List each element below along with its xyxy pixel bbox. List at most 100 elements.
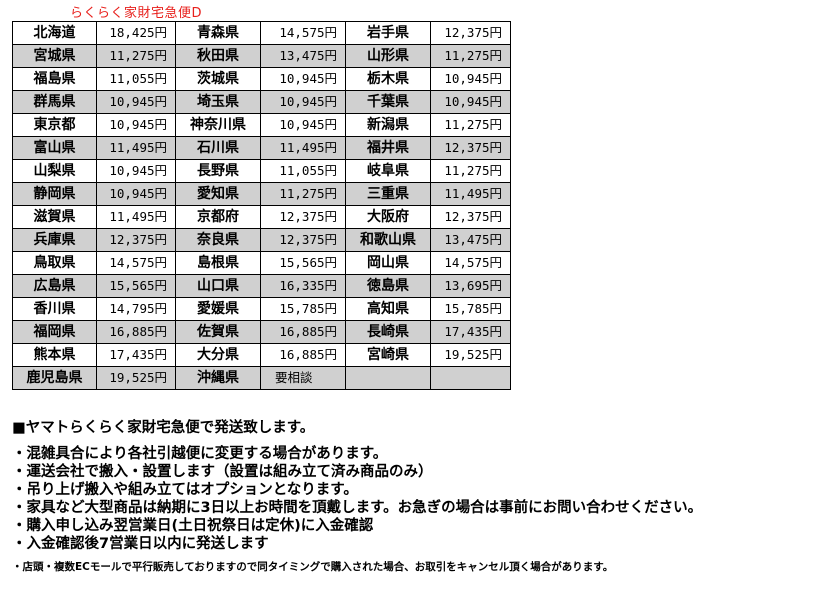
table-row: 福島県 11,055円 茨城県 10,945円 栃木県 10,945円 — [12, 67, 511, 91]
prefecture-cell: 茨城県 — [175, 67, 261, 91]
price-cell: 17,435円 — [430, 320, 511, 344]
prefecture-cell: 滋賀県 — [12, 205, 97, 229]
price-cell: 11,275円 — [430, 44, 511, 68]
table-row: 熊本県 17,435円 大分県 16,885円 宮崎県 19,525円 — [12, 343, 511, 367]
price-cell: 12,375円 — [96, 228, 176, 252]
note-bullet: ・購入申し込み翌営業日(土日祝祭日は定休)に入金確認 — [12, 518, 374, 534]
prefecture-cell: 岡山県 — [345, 251, 431, 275]
prefecture-cell: 京都府 — [175, 205, 261, 229]
table-row: 滋賀県 11,495円 京都府 12,375円 大阪府 12,375円 — [12, 205, 511, 229]
price-cell: 要相談 — [260, 366, 346, 390]
prefecture-cell: 福井県 — [345, 136, 431, 160]
price-cell: 10,945円 — [430, 90, 511, 114]
prefecture-cell: 山形県 — [345, 44, 431, 68]
table-row: 富山県 11,495円 石川県 11,495円 福井県 12,375円 — [12, 136, 511, 160]
prefecture-cell: 青森県 — [175, 21, 261, 45]
prefecture-cell: 長野県 — [175, 159, 261, 183]
price-cell: 14,575円 — [96, 251, 176, 275]
price-cell: 11,495円 — [96, 136, 176, 160]
shipping-notes: ■ヤマトらくらく家財宅急便で発送致します。 ・混雑具合により各社引越便に変更する… — [12, 416, 702, 574]
note-bullet: ・混雑具合により各社引越便に変更する場合があります。 — [12, 446, 388, 462]
prefecture-cell: 福島県 — [12, 67, 97, 91]
price-cell: 13,695円 — [430, 274, 511, 298]
note-bullet: ・入金確認後7営業日以内に発送します — [12, 536, 269, 552]
price-cell: 11,055円 — [260, 159, 346, 183]
prefecture-cell: 和歌山県 — [345, 228, 431, 252]
price-cell: 12,375円 — [430, 205, 511, 229]
price-cell: 12,375円 — [260, 205, 346, 229]
table-row: 鳥取県 14,575円 島根県 15,565円 岡山県 14,575円 — [12, 251, 511, 275]
prefecture-cell: 千葉県 — [345, 90, 431, 114]
note-bullet: ・家具など大型商品は納期に3日以上お時間を頂戴します。お急ぎの場合は事前にお問い… — [12, 500, 703, 516]
price-cell: 11,275円 — [430, 113, 511, 137]
table-row: 鹿児島県 19,525円 沖縄県 要相談 — [12, 366, 511, 390]
prefecture-cell: 佐賀県 — [175, 320, 261, 344]
price-cell: 11,495円 — [430, 182, 511, 206]
prefecture-cell: 北海道 — [12, 21, 97, 45]
price-cell: 15,785円 — [430, 297, 511, 321]
price-cell: 10,945円 — [96, 113, 176, 137]
price-cell: 16,335円 — [260, 274, 346, 298]
price-cell — [430, 366, 511, 390]
price-cell: 11,495円 — [260, 136, 346, 160]
prefecture-cell: 山口県 — [175, 274, 261, 298]
price-cell: 11,495円 — [96, 205, 176, 229]
prefecture-cell: 東京都 — [12, 113, 97, 137]
table-row: 香川県 14,795円 愛媛県 15,785円 高知県 15,785円 — [12, 297, 511, 321]
table-row: 福岡県 16,885円 佐賀県 16,885円 長崎県 17,435円 — [12, 320, 511, 344]
prefecture-cell: 愛媛県 — [175, 297, 261, 321]
price-cell: 12,375円 — [430, 21, 511, 45]
price-cell: 11,275円 — [260, 182, 346, 206]
price-cell: 10,945円 — [96, 182, 176, 206]
price-cell: 14,575円 — [430, 251, 511, 275]
prefecture-cell: 鳥取県 — [12, 251, 97, 275]
note-bullet: ・運送会社で搬入・設置します（設置は組み立て済み商品のみ） — [12, 464, 433, 480]
prefecture-cell: 熊本県 — [12, 343, 97, 367]
prefecture-cell: 宮崎県 — [345, 343, 431, 367]
table-row: 広島県 15,565円 山口県 16,335円 徳島県 13,695円 — [12, 274, 511, 298]
prefecture-cell — [345, 366, 431, 390]
prefecture-cell: 香川県 — [12, 297, 97, 321]
shipping-price-table: 北海道 18,425円 青森県 14,575円 岩手県 12,375円 宮城県 11,275円… — [12, 21, 511, 390]
price-cell: 11,275円 — [96, 44, 176, 68]
table-row: 東京都 10,945円 神奈川県 10,945円 新潟県 11,275円 — [12, 113, 511, 137]
table-row: 北海道 18,425円 青森県 14,575円 岩手県 12,375円 — [12, 21, 511, 45]
notes-heading: ■ヤマトらくらく家財宅急便で発送致します。 — [12, 420, 315, 436]
prefecture-cell: 石川県 — [175, 136, 261, 160]
price-cell: 10,945円 — [260, 113, 346, 137]
prefecture-cell: 福岡県 — [12, 320, 97, 344]
price-cell: 12,375円 — [260, 228, 346, 252]
price-cell: 15,785円 — [260, 297, 346, 321]
prefecture-cell: 秋田県 — [175, 44, 261, 68]
prefecture-cell: 栃木県 — [345, 67, 431, 91]
prefecture-cell: 埼玉県 — [175, 90, 261, 114]
prefecture-cell: 奈良県 — [175, 228, 261, 252]
prefecture-cell: 兵庫県 — [12, 228, 97, 252]
table-title: らくらく家財宅急便D — [70, 6, 203, 21]
prefecture-cell: 山梨県 — [12, 159, 97, 183]
prefecture-cell: 高知県 — [345, 297, 431, 321]
price-cell: 14,795円 — [96, 297, 176, 321]
prefecture-cell: 広島県 — [12, 274, 97, 298]
price-cell: 10,945円 — [260, 67, 346, 91]
price-cell: 11,275円 — [430, 159, 511, 183]
price-cell: 16,885円 — [260, 343, 346, 367]
price-cell: 13,475円 — [430, 228, 511, 252]
prefecture-cell: 大分県 — [175, 343, 261, 367]
prefecture-cell: 三重県 — [345, 182, 431, 206]
price-cell: 16,885円 — [96, 320, 176, 344]
price-cell: 10,945円 — [260, 90, 346, 114]
table-row: 山梨県 10,945円 長野県 11,055円 岐阜県 11,275円 — [12, 159, 511, 183]
prefecture-cell: 新潟県 — [345, 113, 431, 137]
prefecture-cell: 富山県 — [12, 136, 97, 160]
prefecture-cell: 神奈川県 — [175, 113, 261, 137]
table-row: 静岡県 10,945円 愛知県 11,275円 三重県 11,495円 — [12, 182, 511, 206]
price-cell: 17,435円 — [96, 343, 176, 367]
prefecture-cell: 宮城県 — [12, 44, 97, 68]
prefecture-cell: 岩手県 — [345, 21, 431, 45]
price-cell: 15,565円 — [260, 251, 346, 275]
price-cell: 11,055円 — [96, 67, 176, 91]
table-row: 群馬県 10,945円 埼玉県 10,945円 千葉県 10,945円 — [12, 90, 511, 114]
note-bullet: ・吊り上げ搬入や組み立てはオプションとなります。 — [12, 482, 358, 498]
price-cell: 18,425円 — [96, 21, 176, 45]
